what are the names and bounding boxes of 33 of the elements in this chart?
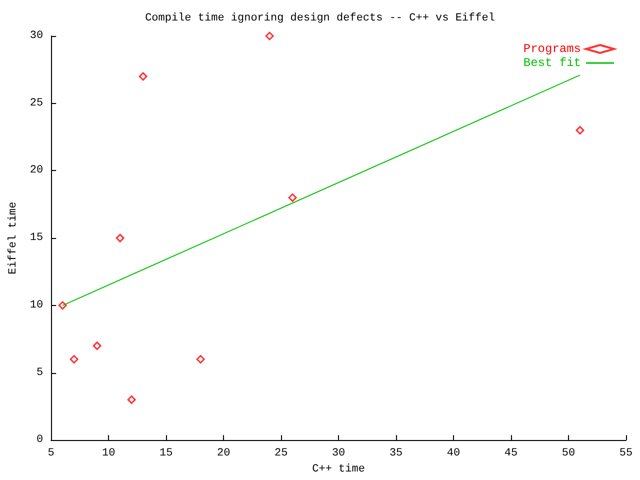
y-tick-label: 10 [30, 299, 44, 312]
x-tick-label: 15 [159, 448, 173, 460]
y-tick-label: 30 [30, 30, 44, 42]
y-tick-label: 15 [30, 232, 44, 244]
point [138, 72, 148, 81]
x-tick-label: 10 [102, 448, 116, 460]
point [92, 342, 102, 350]
x-tick-label: 45 [504, 448, 518, 460]
x-tick-label: 5 [48, 448, 54, 460]
x-tick-label: 55 [619, 448, 633, 460]
x-tick-label: 50 [562, 448, 576, 460]
point [576, 126, 584, 135]
point [265, 32, 274, 40]
legend-label: Best fit [523, 56, 581, 70]
point [70, 355, 78, 364]
point [288, 193, 297, 202]
point [116, 234, 124, 242]
x-tick-label: 30 [332, 448, 346, 460]
y-tick-label: 20 [30, 164, 44, 177]
y-tick-label: 5 [36, 366, 44, 379]
y-tick-label: 0 [36, 434, 44, 446]
legend-label: Programs [523, 42, 581, 56]
x-tick-label: 25 [274, 448, 288, 460]
point [58, 301, 67, 310]
chart-title: Compile time ignoring design defects -- C++ vs Eiffel [145, 12, 495, 24]
y-axis-title: Eiffel time [8, 202, 20, 274]
point [127, 395, 136, 404]
x-tick-label: 35 [389, 448, 403, 460]
point [196, 355, 205, 364]
x-tick-label: 20 [216, 448, 230, 460]
x-axis-title: C++ time [312, 464, 365, 476]
y-tick-label: 25 [30, 97, 44, 110]
x-tick-label: 40 [446, 448, 460, 460]
